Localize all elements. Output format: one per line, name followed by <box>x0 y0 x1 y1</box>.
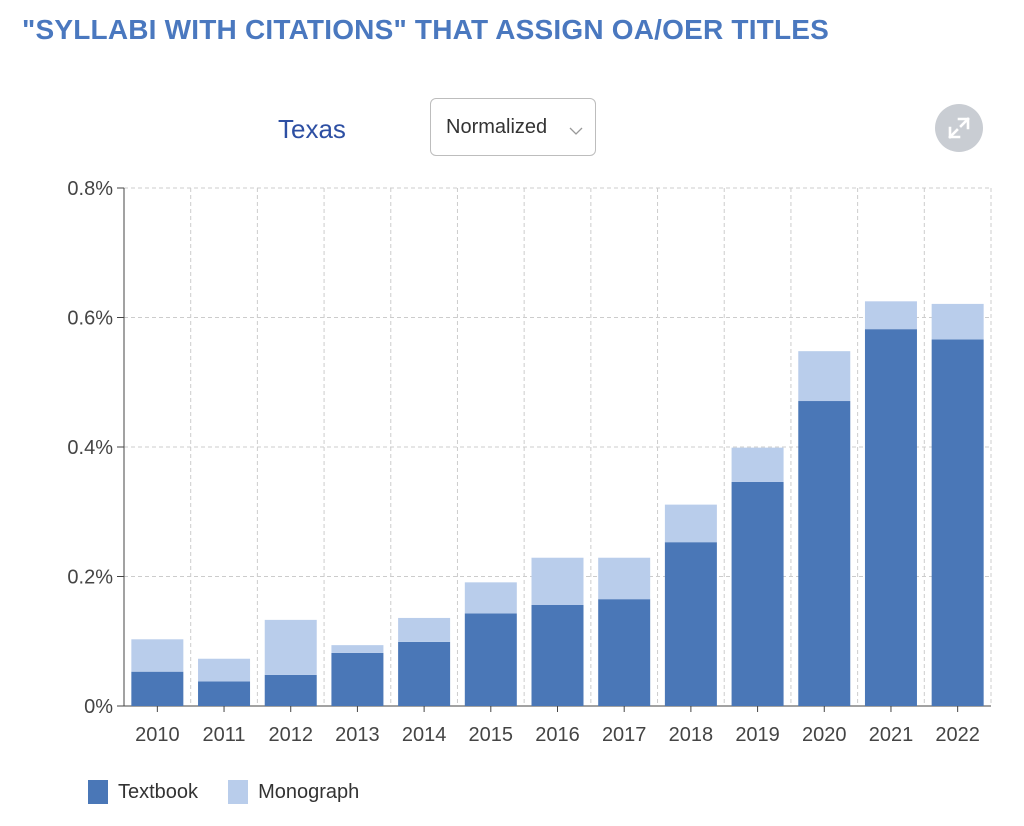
legend-swatch-monograph <box>228 780 249 804</box>
x-tick-label: 2021 <box>869 724 914 746</box>
bar-textbook <box>131 671 184 706</box>
bar-monograph <box>131 639 184 672</box>
legend-item-monograph[interactable]: Monograph <box>228 780 359 804</box>
y-tick-label: 0.4% <box>67 437 113 459</box>
legend-item-textbook[interactable]: Textbook <box>88 780 198 804</box>
fullscreen-button[interactable] <box>935 104 983 152</box>
x-tick-label: 2015 <box>469 724 514 746</box>
bar-textbook <box>598 599 651 706</box>
legend-label-monograph: Monograph <box>258 780 360 803</box>
x-tick-label: 2011 <box>203 724 246 746</box>
x-tick-label: 2013 <box>335 724 380 746</box>
bar-textbook <box>531 604 584 706</box>
y-tick-label: 0.2% <box>67 567 113 589</box>
bar-textbook <box>931 339 984 706</box>
x-tick-label: 2010 <box>135 724 180 746</box>
mode-select[interactable]: Normalized <box>430 98 596 156</box>
state-label[interactable]: Texas <box>278 114 346 144</box>
x-tick-label: 2018 <box>669 724 714 746</box>
x-tick-label: 2012 <box>268 724 313 746</box>
bar-monograph <box>464 582 517 614</box>
bar-monograph <box>664 504 717 543</box>
bar-textbook <box>198 681 251 706</box>
bar-monograph <box>798 351 851 402</box>
bar-monograph <box>398 617 451 642</box>
x-tick-label: 2017 <box>602 724 647 746</box>
bar-textbook <box>331 652 384 706</box>
y-tick-label: 0.6% <box>67 308 113 330</box>
x-tick-label: 2022 <box>935 724 980 746</box>
bar-monograph <box>864 301 917 330</box>
y-tick-label: 0% <box>84 696 113 718</box>
x-tick-label: 2019 <box>735 724 780 746</box>
legend-swatch-textbook <box>88 780 108 804</box>
bar-textbook <box>798 401 851 706</box>
legend-label-textbook: Textbook <box>118 780 199 803</box>
mode-select-value: Normalized <box>446 116 548 138</box>
bar-textbook <box>264 674 317 706</box>
bar-textbook <box>398 641 451 706</box>
bar-monograph <box>531 557 584 605</box>
chart-title: "SYLLABI WITH CITATIONS" THAT ASSIGN OA/… <box>22 14 830 45</box>
bar-monograph <box>731 447 784 482</box>
bar-monograph <box>598 557 651 600</box>
x-tick-label: 2020 <box>802 724 847 746</box>
bar-textbook <box>664 542 717 706</box>
stacked-bar-chart: 0% 0.2% 0.4% 0.6% 0.8% 2010 2011 2012 2013 2014 20… <box>67 178 992 746</box>
x-tick-label: 2016 <box>535 724 580 746</box>
x-tick-label: 2014 <box>402 724 447 746</box>
bar-textbook <box>864 329 917 706</box>
chevron-down-icon <box>569 123 583 141</box>
bar-textbook <box>464 613 517 706</box>
legend: Textbook Monograph <box>88 778 389 806</box>
bar-textbook <box>731 481 784 706</box>
bar-monograph <box>264 619 317 675</box>
expand-icon <box>948 117 970 139</box>
bar-monograph <box>331 645 384 653</box>
y-tick-label: 0.8% <box>67 178 113 200</box>
bar-monograph <box>931 303 984 340</box>
bar-monograph <box>198 658 251 682</box>
